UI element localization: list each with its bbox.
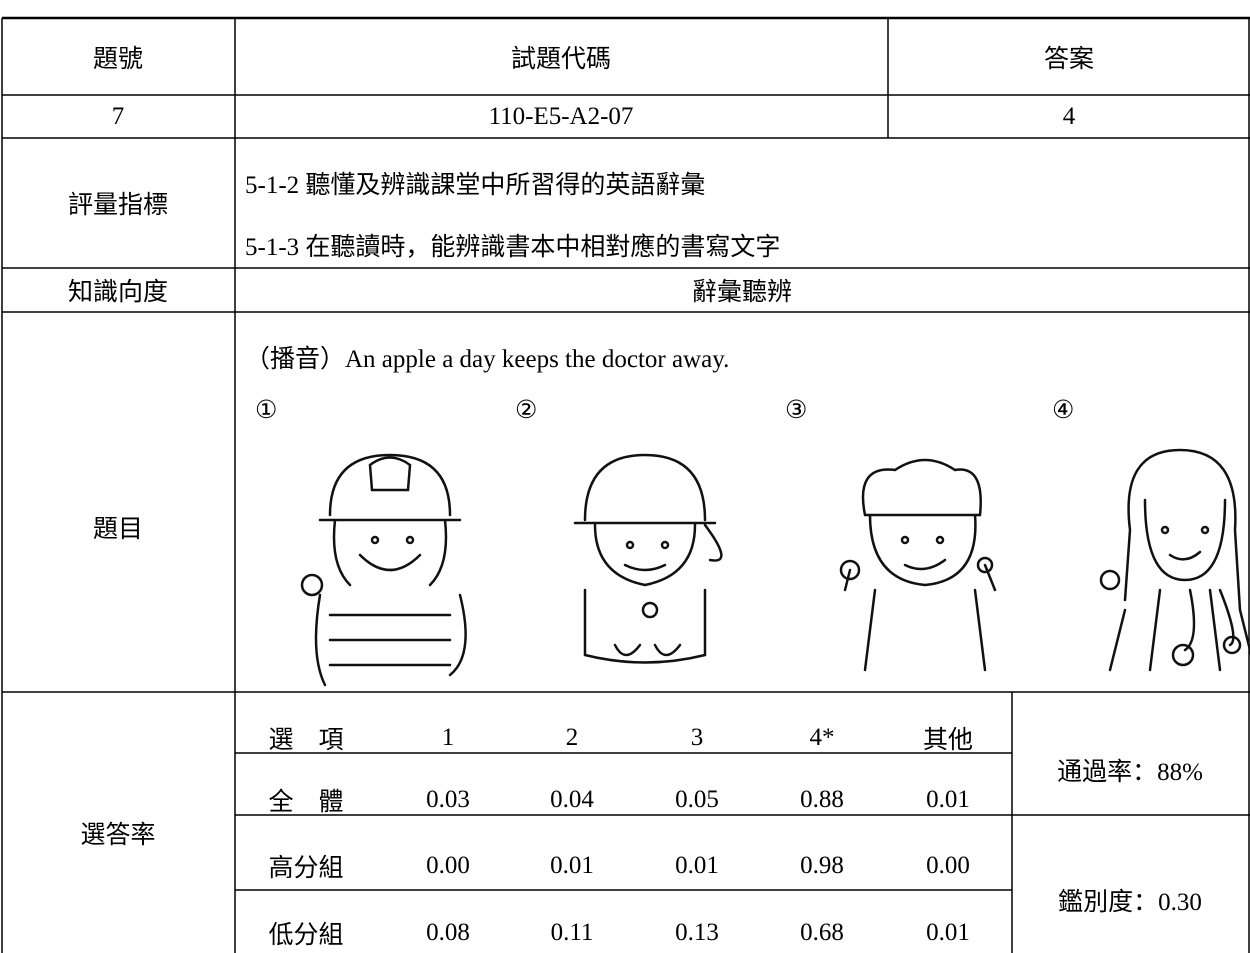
rates-cell: 0.08 <box>426 919 470 946</box>
rates-cell: 0.01 <box>675 852 719 879</box>
rates-cell: 低分組 <box>268 922 344 949</box>
rates-cell: 0.68 <box>800 919 844 946</box>
rates-cell: 0.11 <box>550 919 594 946</box>
rates-cell: 0.03 <box>426 786 470 813</box>
rates-cell: 0.00 <box>926 852 970 879</box>
option-marker: ④ <box>1052 397 1075 424</box>
item-code: 110-E5-A2-07 <box>488 103 634 130</box>
pass-rate: 通過率：88% <box>1057 759 1203 786</box>
item-number: 7 <box>111 103 125 130</box>
question-prompt: （播音）An apple a day keeps the doctor away… <box>245 346 730 373</box>
rates-cell: 0.13 <box>675 919 719 946</box>
header-cell: 答案 <box>1043 46 1095 73</box>
rates-cell: 0.01 <box>926 786 970 813</box>
row-label: 評量指標 <box>67 192 169 219</box>
rates-cell: 2 <box>565 724 579 751</box>
dimension-value: 辭彙聽辨 <box>691 279 793 306</box>
rates-cell: 0.00 <box>426 852 470 879</box>
row-label: 題目 <box>92 516 144 543</box>
rates-cell: 3 <box>690 724 704 751</box>
rates-cell: 0.98 <box>800 852 844 879</box>
rates-cell: 0.01 <box>550 852 594 879</box>
row-label: 知識向度 <box>67 279 169 306</box>
header-cell: 試題代碼 <box>510 46 612 73</box>
rates-cell: 0.88 <box>800 786 844 813</box>
indicator: 5-1-2 聽懂及辨識課堂中所習得的英語辭彙 <box>245 172 706 199</box>
rates-cell: 0.04 <box>550 786 594 813</box>
item-answer: 4 <box>1062 103 1076 130</box>
discrimination: 鑑別度：0.30 <box>1058 889 1202 916</box>
rates-cell: 4* <box>809 724 835 751</box>
row-label: 選答率 <box>80 822 156 849</box>
rates-cell: 0.05 <box>675 786 719 813</box>
rates-cell: 選 項 <box>268 727 344 754</box>
option-marker: ② <box>515 397 538 424</box>
rates-cell: 其他 <box>922 727 974 754</box>
option-marker: ③ <box>785 397 808 424</box>
rates-cell: 全 體 <box>268 789 344 816</box>
rates-cell: 1 <box>441 724 455 751</box>
rates-cell: 0.01 <box>926 919 970 946</box>
header-cell: 題號 <box>92 46 144 73</box>
rates-cell: 高分組 <box>268 855 344 882</box>
option-marker: ① <box>255 397 278 424</box>
indicator: 5-1-3 在聽讀時，能辨識書本中相對應的書寫文字 <box>245 234 781 261</box>
illustrations <box>300 448 1250 687</box>
